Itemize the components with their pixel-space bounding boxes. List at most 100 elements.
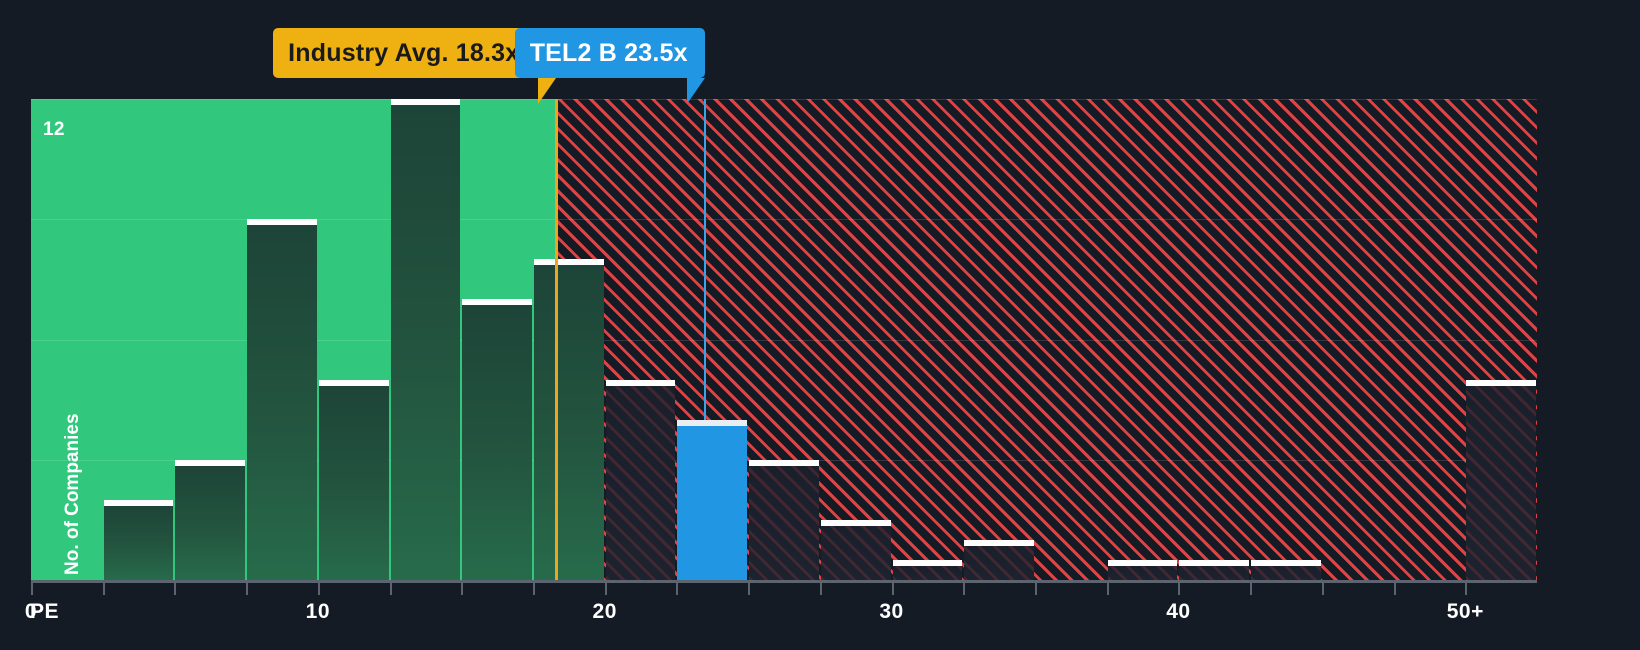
histogram-bar[interactable] — [175, 459, 246, 580]
x-axis-tick — [1250, 583, 1253, 595]
bar-body — [605, 385, 676, 580]
bar-hatch — [1466, 385, 1536, 580]
bar-hatch — [749, 465, 819, 580]
histogram-bar[interactable] — [820, 519, 891, 580]
x-axis-tick-label: 20 — [592, 600, 617, 623]
company-marker-callout-label: TEL2 B 23.5x — [529, 38, 688, 67]
bar-hatch — [892, 565, 963, 580]
bar-cap — [749, 459, 819, 466]
company-marker-callout[interactable]: TEL2 B 23.5x — [514, 28, 706, 78]
x-axis-tick — [102, 583, 105, 595]
x-axis-tick-label: 50+ — [1446, 600, 1484, 623]
histogram-bar[interactable] — [247, 219, 317, 580]
x-axis-tick — [246, 583, 249, 595]
x-axis-tick — [748, 583, 751, 595]
gridline — [31, 219, 1537, 221]
x-axis-tick — [819, 583, 822, 595]
histogram-bar[interactable] — [1107, 559, 1178, 580]
x-axis-tick-label: 0 — [24, 600, 38, 623]
bar-body — [1251, 565, 1321, 580]
histogram-bar[interactable] — [103, 499, 174, 580]
x-axis-tick — [1178, 583, 1181, 595]
bar-body — [677, 425, 748, 580]
bar-cap — [964, 539, 1034, 546]
x-axis-line — [31, 580, 1537, 583]
y-max-label: 12 — [43, 119, 65, 140]
bar-body — [318, 385, 389, 580]
histogram-bar[interactable] — [1179, 559, 1250, 580]
x-axis-tick — [317, 583, 320, 595]
x-axis-tick — [31, 583, 33, 595]
bar-body — [534, 265, 604, 580]
bar-cap — [1466, 379, 1536, 386]
bar-cap — [892, 559, 963, 566]
industry-average-callout[interactable]: Industry Avg. 18.3x — [273, 28, 556, 78]
histogram-bar[interactable] — [462, 299, 532, 580]
highlighted-bar[interactable] — [677, 419, 748, 580]
x-axis-tick — [1035, 583, 1037, 595]
bar-hatch — [605, 385, 676, 580]
bar-cap — [534, 259, 604, 266]
bar-body — [1179, 565, 1250, 580]
bar-body — [462, 305, 532, 580]
x-axis-tick-label: 40 — [1166, 600, 1191, 623]
industry-average-line — [554, 99, 558, 580]
x-axis-tick-label: 30 — [879, 600, 904, 623]
industry-average-callout-label: Industry Avg. 18.3x — [288, 38, 520, 67]
histogram-bar[interactable] — [605, 379, 676, 580]
bar-cap — [1251, 559, 1321, 566]
x-axis-tick — [604, 583, 607, 595]
plot-area: 12 — [31, 99, 1537, 580]
x-axis-tick — [1465, 583, 1468, 595]
company-marker-line — [704, 99, 707, 420]
bar-cap — [390, 99, 461, 105]
histogram-bar[interactable] — [892, 559, 963, 580]
bar-cap — [677, 419, 748, 426]
bar-cap — [103, 499, 174, 506]
bar-body — [175, 465, 246, 580]
histogram-bar[interactable] — [749, 459, 819, 580]
bar-hatch — [1107, 565, 1178, 580]
y-axis-title: No. of Companies — [62, 413, 83, 575]
x-axis-tick — [1106, 583, 1109, 595]
bar-body — [103, 505, 174, 580]
histogram-bar[interactable] — [390, 99, 461, 580]
histogram-bar[interactable] — [964, 539, 1034, 580]
bar-cap — [462, 299, 532, 306]
bar-cap — [1107, 559, 1178, 566]
histogram-bar[interactable] — [534, 259, 604, 580]
bar-body — [749, 465, 819, 580]
gridline — [31, 99, 1537, 100]
bar-body — [247, 225, 317, 580]
x-axis-prefix-label: PE — [30, 600, 60, 623]
bar-hatch — [820, 525, 891, 580]
x-axis-tick — [533, 583, 535, 595]
bar-body — [1466, 385, 1536, 580]
bar-body — [820, 525, 891, 580]
bar-hatch — [1251, 565, 1321, 580]
industry-average-callout-tail — [537, 78, 556, 104]
x-axis-tick — [1393, 583, 1396, 595]
bar-cap — [605, 379, 676, 386]
bar-hatch — [1179, 565, 1250, 580]
x-axis-tick — [461, 583, 464, 595]
x-axis-tick — [891, 583, 894, 595]
x-axis-tick — [389, 583, 392, 595]
histogram-bar[interactable] — [1466, 379, 1536, 580]
bar-hatch — [964, 545, 1034, 580]
x-axis-tick — [676, 583, 679, 595]
bar-cap — [820, 519, 891, 526]
bar-cap — [247, 219, 317, 226]
bar-cap — [318, 379, 389, 386]
x-axis-tick — [174, 583, 177, 595]
bar-cap — [175, 459, 246, 466]
histogram-bar[interactable] — [318, 379, 389, 580]
x-axis-tick-label: 10 — [305, 600, 331, 623]
histogram-bar[interactable] — [1251, 559, 1321, 580]
gridline — [31, 339, 1537, 341]
bar-body — [964, 545, 1034, 580]
bar-cap — [1179, 559, 1250, 566]
bar-body — [892, 565, 963, 580]
expensive-zone — [555, 99, 1537, 580]
